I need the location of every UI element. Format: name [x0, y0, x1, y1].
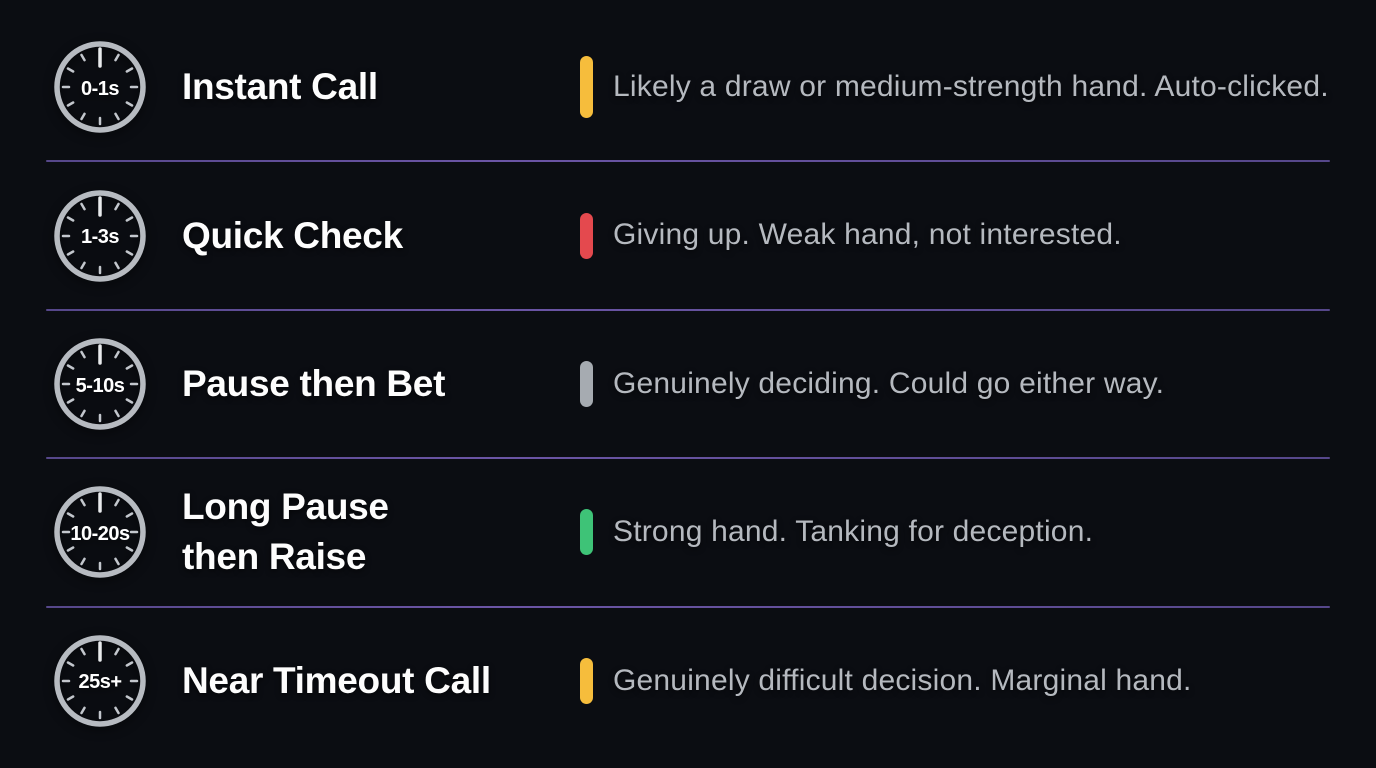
row-instant-call: 0-1s Instant Call Likely a draw or mediu…	[46, 14, 1330, 160]
row-quick-check: 1-3s Quick Check Giving up. Weak hand, n…	[46, 162, 1330, 308]
row-long-pause-then-raise: 10-20s Long Pause then Raise Strong hand…	[46, 459, 1330, 605]
tell-title: Pause then Bet	[182, 363, 446, 405]
tell-description: Genuinely deciding. Could go either way.	[613, 366, 1165, 400]
clock-dial	[54, 635, 146, 727]
clock-dial	[54, 41, 146, 133]
tell-title: Quick Check	[182, 214, 403, 256]
tell-color-bar	[580, 361, 593, 408]
clock-icon: 10-20s	[52, 484, 148, 580]
row-pause-then-bet: 5-10s Pause then Bet Genuinely deciding.…	[46, 311, 1330, 457]
tell-title: Long Pause then Raise	[182, 486, 389, 578]
tell-meaning: Strong hand. Tanking for deception.	[580, 508, 1330, 557]
clock-icon: 0-1s	[52, 39, 148, 135]
clock-icon: 25s+	[52, 633, 148, 729]
row-divider	[46, 457, 1330, 460]
tell-title: Near Timeout Call	[182, 659, 491, 701]
clock-icon: 5-10s	[52, 336, 148, 432]
row-near-timeout-call: 25s+ Near Timeout Call Genuinely difficu…	[46, 608, 1330, 754]
tell-meaning: Genuinely difficult decision. Marginal h…	[580, 657, 1330, 706]
clock-icon: 1-3s	[52, 188, 148, 284]
tell-description: Strong hand. Tanking for deception.	[613, 515, 1094, 549]
row-divider	[46, 605, 1330, 608]
tell-description: Genuinely difficult decision. Marginal h…	[613, 663, 1192, 697]
time-range-label: 0-1s	[80, 77, 120, 100]
tell-description: Giving up. Weak hand, not interested.	[613, 218, 1122, 252]
tell-meaning: Likely a draw or medium-strength hand. A…	[580, 56, 1330, 119]
tell-color-bar	[580, 56, 593, 119]
time-range-label: 10-20s	[70, 522, 130, 545]
clock-dial	[54, 486, 146, 579]
row-divider	[46, 308, 1330, 311]
tell-color-bar	[580, 212, 593, 259]
time-range-label: 5-10s	[75, 374, 125, 397]
time-range-label: 1-3s	[80, 226, 120, 249]
tell-description: Likely a draw or medium-strength hand. A…	[613, 69, 1329, 103]
tell-color-bar	[580, 657, 593, 704]
tell-meaning: Genuinely deciding. Could go either way.	[580, 360, 1330, 409]
time-range-label: 25s+	[78, 671, 122, 694]
clock-dial	[54, 338, 146, 430]
tell-title: Instant Call	[182, 66, 378, 108]
row-divider	[46, 160, 1330, 163]
clock-dial	[54, 189, 146, 282]
tell-color-bar	[580, 509, 593, 556]
tell-meaning: Giving up. Weak hand, not interested.	[580, 211, 1330, 260]
